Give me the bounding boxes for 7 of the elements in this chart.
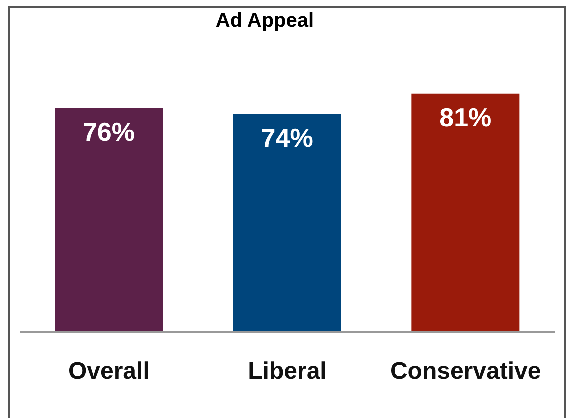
- data-label: 76%: [82, 116, 136, 147]
- data-label: 74%: [261, 122, 314, 153]
- x-tick-label: Liberal: [248, 358, 327, 386]
- x-tick-label: Conservative: [390, 358, 542, 386]
- x-tick-label: Overall: [68, 358, 150, 386]
- chart-title: Ad Appeal: [214, 10, 316, 33]
- data-label: 81%: [440, 102, 492, 132]
